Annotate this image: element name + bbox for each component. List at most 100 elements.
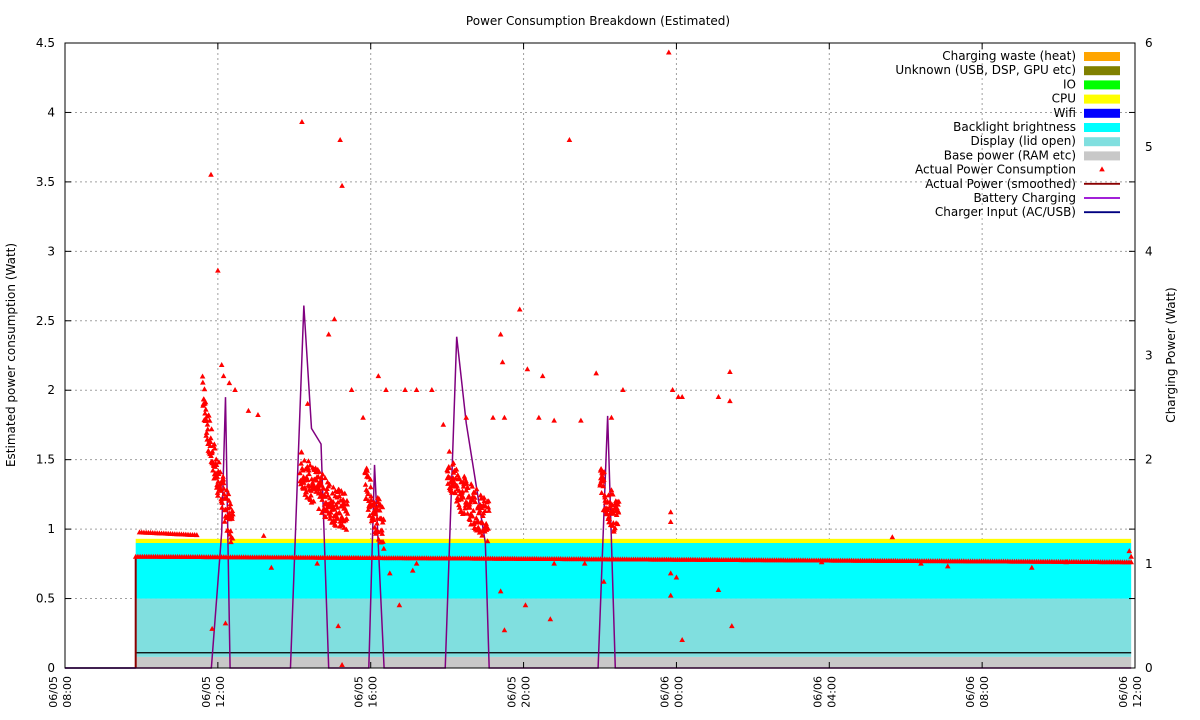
actual-power-point [325,492,331,498]
actual-power-point [456,502,462,508]
actual-power-point [679,393,685,399]
actual-power-point [316,505,322,511]
legend-label-cpu: CPU [1052,92,1076,106]
actual-power-point [316,468,322,474]
actual-power-point [324,485,330,491]
actual-power-point [377,501,384,507]
actual-power-point [444,468,451,474]
actual-power-point [334,504,341,510]
actual-power-point [413,387,420,393]
actual-power-point [667,570,674,576]
actual-power-point [379,530,385,536]
actual-power-point [383,387,389,393]
actual-power-point [1029,564,1035,570]
y2-tick-label: 2 [1145,453,1153,467]
actual-power-point [331,506,338,512]
actual-power-point [337,137,343,143]
actual-power-point [463,478,469,484]
actual-power-point [216,481,223,487]
actual-power-point [199,373,206,379]
actual-power-point [207,438,214,444]
actual-power-point [220,480,227,486]
actual-power-point [305,458,312,464]
actual-power-point [225,491,232,497]
actual-power-point [232,387,238,393]
actual-power-point [227,528,234,534]
actual-power-point [379,504,386,510]
legend-swatch-base-power-ram-etc- [1084,151,1120,161]
actual-power-point [918,560,924,566]
actual-power-point [372,511,379,517]
legend-label-charger-input-ac-usb-: Charger Input (AC/USB) [935,205,1076,219]
legend-swatch-io [1084,80,1120,90]
actual-power-point [304,400,311,406]
actual-power-point [446,448,453,454]
x-tick-date: 06/06 [811,676,824,708]
actual-power-point [363,495,369,501]
actual-power-point [375,536,382,542]
actual-power-point [479,532,485,538]
actual-power-point [224,487,230,493]
actual-power-point [203,417,210,423]
actual-power-point [479,520,486,526]
x-tick-date: 06/05 [47,676,60,708]
actual-power-point [679,637,685,643]
actual-power-point [230,511,236,517]
actual-power-point [467,499,474,505]
actual-power-point [727,368,733,374]
actual-power-point [610,510,617,516]
actual-power-point [467,516,473,522]
x-tick-label: 06/0512:00 [200,676,227,708]
y2-axis-ticks: 0 1 2 3 4 5 6 [1145,36,1153,675]
x-tick-label: 06/0612:00 [1117,676,1144,708]
y-tick-label: 2.5 [36,314,55,328]
actual-power-point [204,421,211,427]
actual-power-point [497,588,504,594]
actual-power-point [218,487,224,493]
actual-power-point [202,410,208,416]
actual-power-point [944,563,951,569]
actual-power-point [447,485,454,491]
legend-swatch-unknown-usb-dsp-gpu-etc- [1084,66,1120,76]
actual-power-point [402,387,408,393]
x-tick-date: 06/06 [964,676,977,708]
actual-power-point [446,465,452,471]
actual-power-point [334,515,341,521]
actual-power-point [220,373,227,379]
actual-power-point [601,578,607,584]
actual-power-point [221,491,227,497]
actual-power-point [210,467,216,473]
x-tick-date: 06/05 [200,676,213,708]
actual-power-point [268,564,275,570]
legend-label-actual-power-smoothed-: Actual Power (smoothed) [925,177,1076,191]
actual-power-point [524,366,531,372]
actual-power-point [667,592,674,598]
actual-power-point [223,494,230,500]
actual-power-point [362,481,369,487]
actual-power-point [212,445,218,451]
actual-power-point [327,515,333,521]
y-tick-label: 3.5 [36,175,55,189]
actual-power-point [304,476,311,482]
actual-power-point [366,512,373,518]
actual-power-point [447,474,453,480]
actual-power-point [320,485,327,491]
actual-power-point [497,331,504,337]
actual-power-point [440,421,447,427]
actual-power-point [368,518,375,524]
x-tick-label: 06/0604:00 [811,676,838,708]
actual-power-point [452,490,459,496]
actual-power-point [330,498,336,504]
actual-power-point [317,478,324,484]
actual-power-point [396,602,403,608]
actual-power-point [480,512,486,518]
actual-power-point [363,465,370,471]
actual-power-point [476,526,482,532]
legend-swatch-backlight-brightness [1084,123,1120,132]
actual-power-point [214,489,221,495]
stack-area-backlight-brightness [135,543,1132,599]
actual-power-point [226,380,233,386]
actual-power-point [597,480,604,486]
actual-power-point [889,534,896,540]
actual-power-point [201,386,208,392]
